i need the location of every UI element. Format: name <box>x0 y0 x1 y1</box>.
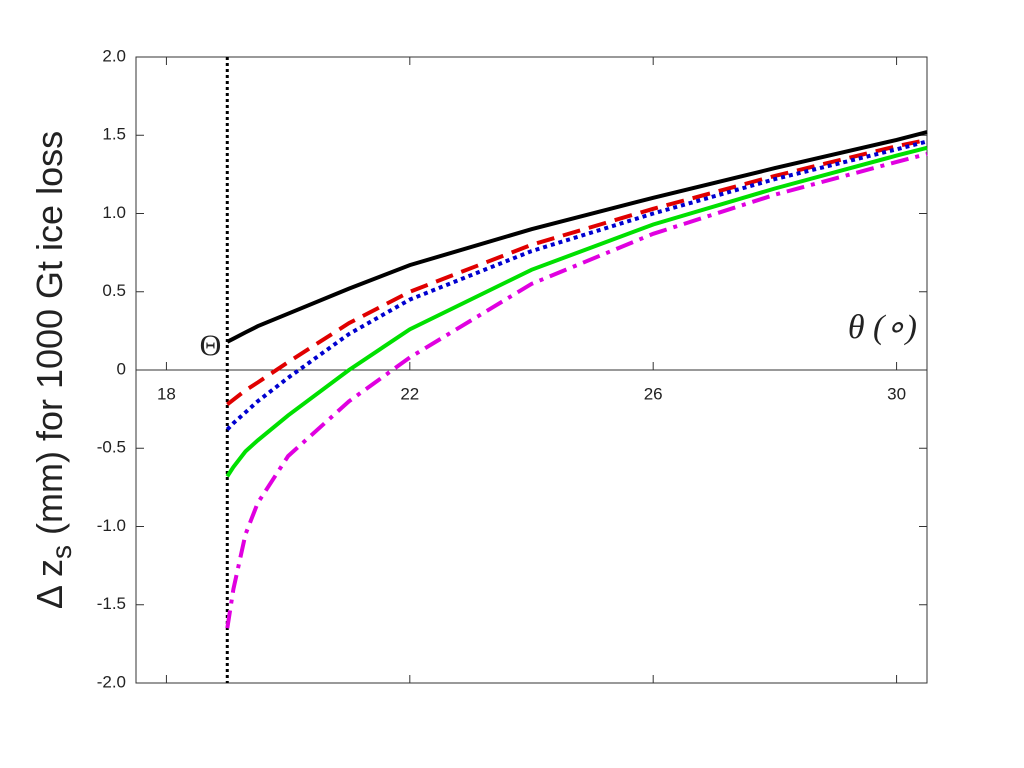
series-line <box>225 152 928 629</box>
y-tick-label: 1.0 <box>102 203 126 222</box>
reference-label: Θ <box>200 329 222 362</box>
y-tick-label: -2.0 <box>97 672 126 691</box>
x-tick-label: 30 <box>887 384 906 403</box>
x-axis-label: θ (∘) <box>848 309 917 346</box>
series-line <box>225 145 928 478</box>
y-axis-label: Δ zs (mm) for 1000 Gt ice loss <box>29 131 78 609</box>
y-tick-label: 0.5 <box>102 281 126 300</box>
y-label-rest: (mm) for 1000 Gt ice loss <box>29 131 70 535</box>
y-tick-label: 1.5 <box>102 125 126 144</box>
y-tick-label: -1.5 <box>97 594 126 613</box>
y-tick-label: 0 <box>117 359 126 378</box>
y-label-sub: s <box>46 545 77 559</box>
x-tick-label: 18 <box>157 384 176 403</box>
x-tick-label: 26 <box>644 384 663 403</box>
y-label-main: Δ z <box>29 559 70 609</box>
series-line <box>226 130 928 344</box>
x-tick-label: 22 <box>400 384 419 403</box>
y-tick-label: 2.0 <box>102 46 126 65</box>
y-tick-label: -0.5 <box>97 438 126 457</box>
y-tick-label: -1.0 <box>97 516 126 535</box>
